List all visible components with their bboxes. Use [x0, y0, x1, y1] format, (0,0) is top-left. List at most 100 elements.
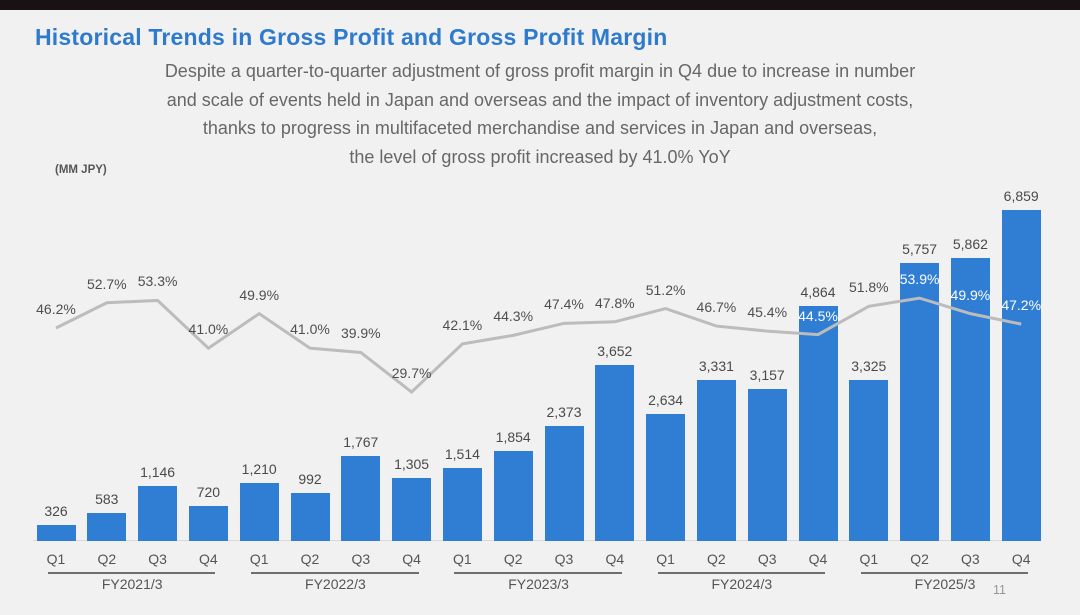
quarter-label: Q2 — [910, 551, 929, 567]
bar-value-label: 3,331 — [698, 358, 734, 375]
gross-profit-bar — [138, 485, 178, 541]
gross-profit-margin-line — [55, 296, 1022, 395]
gross-profit-bar — [747, 388, 787, 541]
quarter-label: Q1 — [656, 551, 675, 567]
gross-profit-bar — [544, 426, 584, 541]
quarter-label: Q2 — [707, 551, 726, 567]
quarter-label: Q2 — [300, 551, 320, 567]
quarter-label: Q4 — [605, 551, 625, 567]
margin-pct-label: 47.2% — [1001, 297, 1042, 314]
bar-value-label: 1,514 — [444, 445, 480, 462]
fiscal-year-underline — [251, 572, 419, 574]
gross-profit-bar — [392, 477, 432, 541]
fiscal-year-label: FY2021/3 — [101, 576, 163, 592]
margin-pct-label: 44.3% — [493, 308, 534, 325]
quarter-label: Q1 — [249, 551, 269, 567]
margin-pct-label: 39.9% — [340, 325, 381, 342]
margin-pct-label: 41.0% — [188, 321, 229, 338]
bar-value-label: 1,767 — [343, 433, 379, 450]
quarter-label: Q4 — [199, 551, 218, 567]
fiscal-year-label: FY2022/3 — [305, 576, 366, 592]
margin-pct-label: 29.7% — [391, 365, 432, 382]
margin-pct-label: 52.7% — [86, 275, 127, 292]
bar-value-label: 3,652 — [597, 342, 633, 359]
quarter-label: Q4 — [402, 551, 421, 567]
quarter-label: Q4 — [808, 551, 828, 567]
margin-pct-label: 42.1% — [442, 316, 483, 333]
bar-value-label: 6,859 — [1003, 187, 1039, 204]
quarter-label: Q2 — [97, 551, 117, 567]
subtitle-line-3: thanks to progress in multifaceted merch… — [202, 118, 878, 138]
bar-value-label: 3,325 — [851, 358, 887, 375]
bar-value-label: 1,210 — [241, 460, 277, 477]
axis-unit-label: (MM JPY) — [55, 164, 107, 176]
gross-profit-bar — [239, 482, 279, 541]
bar-value-label: 5,862 — [952, 235, 988, 252]
margin-pct-label: 44.5% — [798, 307, 838, 324]
bar-value-label: 720 — [196, 484, 221, 501]
quarter-label: Q1 — [859, 551, 879, 567]
bar-value-label: 2,373 — [546, 404, 582, 421]
subtitle-line-4: the level of gross profit increased by 4… — [349, 146, 731, 167]
margin-pct-label: 46.2% — [36, 300, 76, 317]
quarter-label: Q1 — [46, 551, 66, 567]
slide-title: Historical Trends in Gross Profit and Gr… — [35, 24, 668, 50]
quarter-label: Q1 — [453, 551, 472, 567]
quarter-label: Q2 — [503, 551, 523, 567]
margin-pct-label: 46.7% — [696, 299, 737, 316]
fiscal-year-label: FY2025/3 — [914, 576, 976, 592]
bar-value-label: 3,157 — [749, 366, 785, 383]
fiscal-year-underline — [860, 572, 1029, 574]
gross-profit-bar — [290, 493, 330, 541]
fiscal-year-underline — [48, 572, 216, 574]
bar-value-label: 2,634 — [648, 391, 684, 408]
gross-profit-bar — [493, 451, 533, 541]
fiscal-year-underline — [454, 572, 622, 574]
gross-profit-bar — [1001, 209, 1041, 541]
gross-profit-bar — [87, 512, 127, 541]
margin-pct-label: 53.9% — [899, 271, 940, 288]
bar-value-label: 4,864 — [800, 284, 836, 301]
bar-value-label: 326 — [44, 503, 68, 520]
margin-pct-label: 51.2% — [645, 281, 686, 298]
bar-value-label: 583 — [95, 490, 119, 507]
quarter-label: Q3 — [554, 551, 574, 567]
gross-profit-bar — [950, 257, 990, 541]
gross-profit-bar — [341, 455, 381, 541]
margin-pct-label: 51.8% — [848, 279, 889, 296]
gross-profit-bar — [798, 306, 838, 541]
quarter-label: Q3 — [961, 551, 980, 567]
gross-profit-bar — [188, 506, 228, 541]
bar-value-label: 1,146 — [140, 463, 176, 480]
slide-subtitle: Despite a quarter-to-quarter adjustment … — [0, 57, 1080, 171]
margin-pct-label: 47.8% — [594, 294, 635, 311]
margin-pct-label: 49.9% — [950, 286, 991, 303]
margin-pct-label: 41.0% — [290, 321, 330, 338]
bar-value-label: 1,854 — [495, 429, 531, 446]
margin-pct-label: 47.4% — [544, 296, 584, 313]
gross-profit-bar — [646, 413, 686, 541]
fiscal-year-underline — [657, 572, 825, 574]
top-black-bar — [0, 0, 1080, 10]
gross-profit-bar — [595, 364, 635, 541]
bar-value-label: 5,757 — [902, 240, 938, 257]
quarter-label: Q3 — [148, 551, 167, 567]
gross-profit-bar — [442, 467, 482, 541]
subtitle-line-2: and scale of events held in Japan and ov… — [166, 89, 914, 110]
gross-profit-bar — [849, 380, 889, 541]
bar-value-label: 992 — [298, 471, 322, 488]
subtitle-line-1: Despite a quarter-to-quarter adjustment … — [164, 61, 916, 81]
fiscal-year-label: FY2023/3 — [508, 576, 569, 592]
margin-pct-label: 49.9% — [239, 286, 280, 303]
fiscal-year-label: FY2024/3 — [711, 576, 773, 592]
margin-pct-label: 45.4% — [747, 304, 788, 321]
page-number: 11 — [993, 583, 1006, 597]
quarter-label: Q3 — [757, 551, 777, 567]
x-axis-line — [33, 540, 1041, 541]
margin-pct-label: 53.3% — [137, 273, 178, 290]
quarter-label: Q3 — [351, 551, 371, 567]
gross-profit-bar — [900, 262, 940, 541]
